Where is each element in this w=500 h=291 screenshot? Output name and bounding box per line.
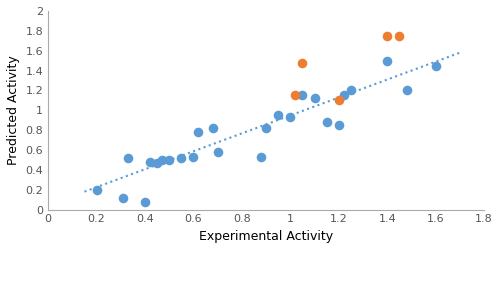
TRAINING — [262, 126, 270, 130]
TRAINING — [141, 199, 149, 204]
TRAINING — [310, 96, 318, 101]
TRAINING — [119, 195, 127, 200]
TEST — [291, 93, 299, 98]
TRAINING — [335, 123, 343, 127]
TRAINING — [432, 63, 440, 68]
TEST — [298, 60, 306, 65]
TRAINING — [322, 120, 330, 125]
TRAINING — [124, 156, 132, 160]
TRAINING — [209, 126, 217, 130]
TRAINING — [402, 88, 410, 93]
TRAINING — [194, 130, 202, 134]
TRAINING — [146, 159, 154, 164]
TRAINING — [384, 58, 392, 63]
Y-axis label: Predicted Activity: Predicted Activity — [7, 55, 20, 165]
TRAINING — [347, 88, 355, 93]
TEST — [396, 33, 404, 38]
TRAINING — [286, 115, 294, 120]
TEST — [384, 33, 392, 38]
TRAINING — [158, 157, 166, 162]
TRAINING — [165, 157, 173, 162]
TRAINING — [214, 150, 222, 154]
TRAINING — [258, 155, 266, 159]
TRAINING — [92, 187, 100, 192]
TRAINING — [153, 161, 161, 165]
TRAINING — [190, 155, 198, 159]
TEST — [335, 98, 343, 103]
TRAINING — [178, 156, 186, 160]
X-axis label: Experimental Activity: Experimental Activity — [199, 230, 333, 243]
TRAINING — [274, 113, 282, 118]
TRAINING — [298, 93, 306, 98]
TRAINING — [340, 93, 347, 98]
